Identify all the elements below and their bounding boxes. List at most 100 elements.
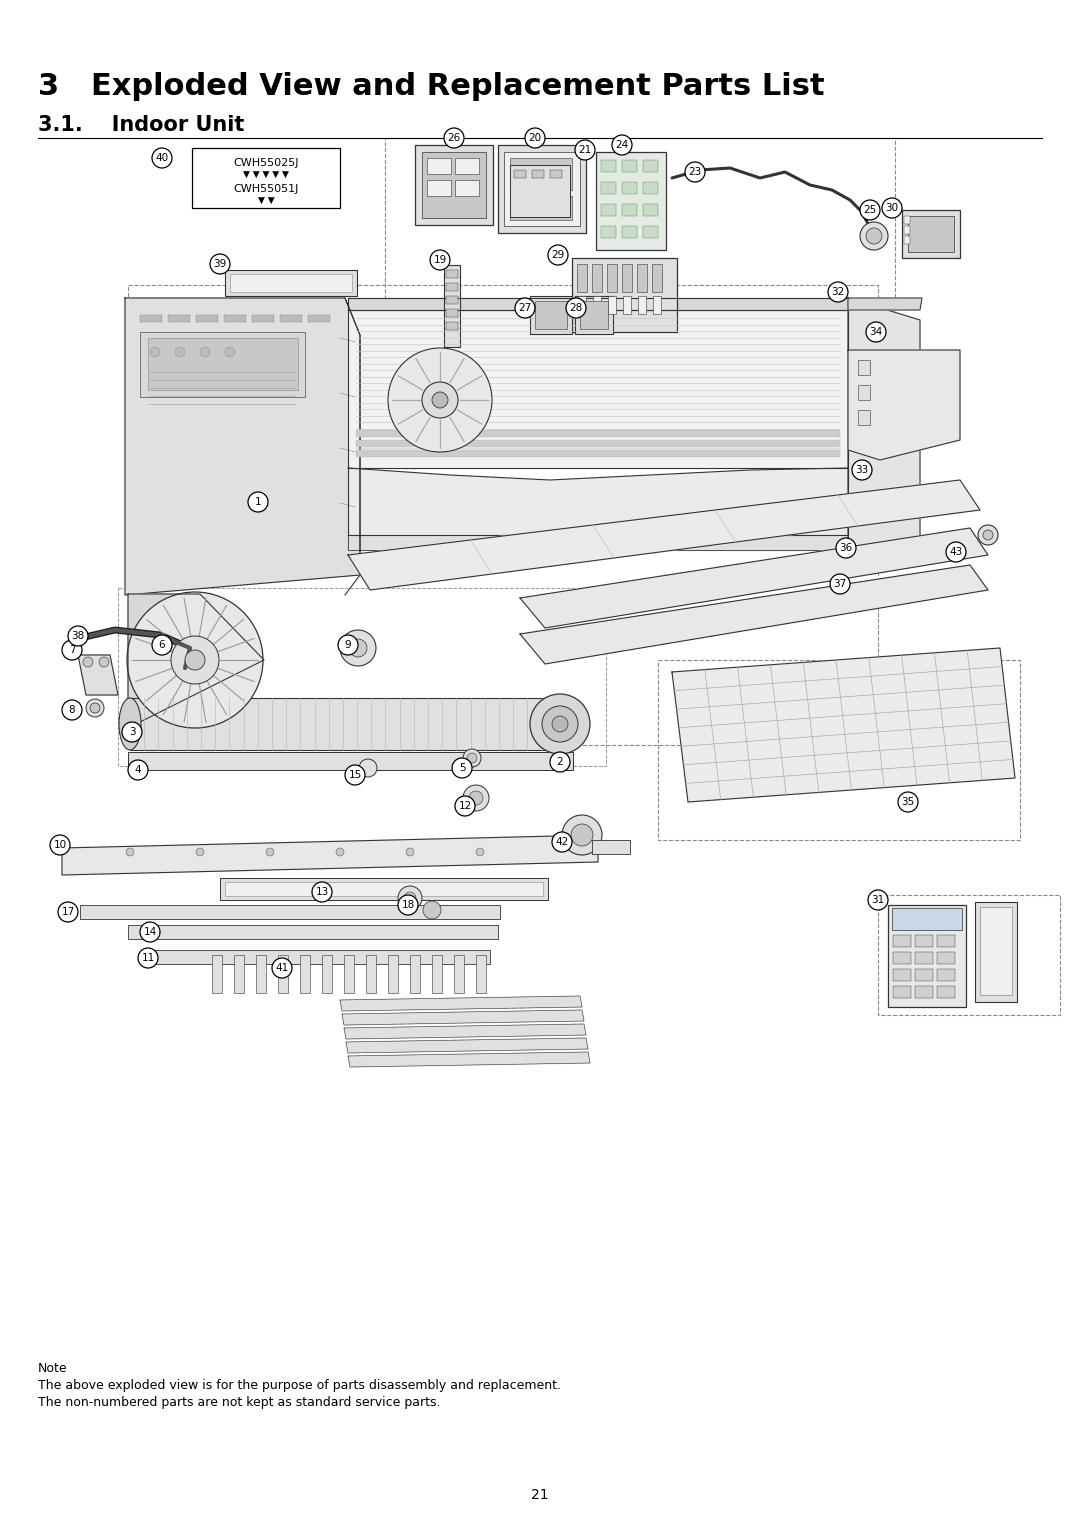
Bar: [422, 151, 486, 219]
Circle shape: [530, 694, 590, 753]
Bar: [366, 955, 376, 993]
Circle shape: [152, 636, 172, 656]
Bar: [622, 182, 637, 194]
Text: 33: 33: [855, 465, 868, 475]
Circle shape: [129, 759, 148, 779]
Bar: [622, 205, 637, 215]
Circle shape: [946, 542, 966, 562]
Bar: [643, 160, 658, 173]
Bar: [118, 588, 606, 766]
Bar: [252, 315, 274, 322]
Bar: [643, 205, 658, 215]
Bar: [592, 840, 630, 854]
Bar: [600, 226, 616, 238]
Text: 10: 10: [53, 840, 67, 850]
Text: 14: 14: [144, 927, 157, 937]
Polygon shape: [129, 594, 264, 727]
Circle shape: [978, 526, 998, 545]
Text: 8: 8: [69, 704, 76, 715]
Circle shape: [453, 758, 472, 778]
Circle shape: [312, 882, 332, 902]
Text: 3.1.    Indoor Unit: 3.1. Indoor Unit: [38, 115, 244, 134]
Polygon shape: [348, 310, 848, 468]
Circle shape: [138, 947, 158, 969]
Bar: [446, 296, 458, 304]
Text: 38: 38: [71, 631, 84, 642]
Bar: [893, 986, 912, 998]
Circle shape: [882, 199, 902, 219]
Bar: [80, 905, 500, 918]
Bar: [446, 309, 458, 316]
Circle shape: [83, 657, 93, 668]
Bar: [623, 296, 631, 313]
Text: 25: 25: [863, 205, 877, 215]
Bar: [230, 274, 352, 292]
Bar: [600, 205, 616, 215]
Bar: [937, 952, 955, 964]
Bar: [150, 950, 490, 964]
Bar: [427, 157, 451, 174]
Bar: [575, 296, 613, 335]
Bar: [643, 226, 658, 238]
Bar: [915, 986, 933, 998]
Circle shape: [860, 222, 888, 251]
Bar: [415, 145, 492, 225]
Circle shape: [388, 348, 492, 452]
Bar: [410, 955, 420, 993]
Circle shape: [455, 796, 475, 816]
Bar: [577, 264, 588, 292]
Circle shape: [983, 530, 993, 539]
Text: 26: 26: [447, 133, 461, 144]
Bar: [455, 157, 480, 174]
Bar: [878, 895, 1059, 1015]
Circle shape: [866, 322, 886, 342]
Circle shape: [831, 575, 850, 594]
Text: 3: 3: [129, 727, 135, 736]
Text: 39: 39: [214, 260, 227, 269]
Text: The above exploded view is for the purpose of parts disassembly and replacement.: The above exploded view is for the purpo…: [38, 1378, 561, 1392]
Polygon shape: [348, 480, 980, 590]
Text: 2: 2: [556, 756, 564, 767]
Bar: [322, 955, 332, 993]
Bar: [129, 752, 573, 770]
Text: ▼ ▼ ▼ ▼ ▼: ▼ ▼ ▼ ▼ ▼: [243, 170, 289, 179]
Text: 35: 35: [902, 798, 915, 807]
Circle shape: [58, 902, 78, 921]
Text: 9: 9: [345, 640, 351, 649]
Bar: [530, 296, 572, 335]
Bar: [637, 264, 647, 292]
Circle shape: [612, 134, 632, 154]
Text: CWH55051J: CWH55051J: [233, 183, 299, 194]
Bar: [476, 955, 486, 993]
Polygon shape: [78, 656, 118, 695]
Bar: [858, 410, 870, 425]
Bar: [356, 440, 840, 448]
Circle shape: [399, 886, 422, 911]
Bar: [658, 660, 1020, 840]
Text: 15: 15: [349, 770, 362, 779]
Circle shape: [575, 141, 595, 160]
Circle shape: [349, 639, 367, 657]
Circle shape: [62, 640, 82, 660]
Bar: [622, 264, 632, 292]
Text: 21: 21: [579, 145, 592, 154]
Bar: [622, 226, 637, 238]
Circle shape: [248, 492, 268, 512]
Text: 24: 24: [616, 141, 629, 150]
Bar: [446, 270, 458, 278]
Circle shape: [122, 723, 141, 743]
Polygon shape: [125, 298, 360, 594]
Bar: [904, 226, 910, 234]
Bar: [915, 935, 933, 947]
Text: 31: 31: [872, 895, 885, 905]
Text: 1: 1: [255, 497, 261, 507]
Bar: [234, 955, 244, 993]
Circle shape: [469, 792, 483, 805]
Ellipse shape: [559, 698, 581, 750]
Circle shape: [828, 283, 848, 303]
Bar: [356, 429, 840, 437]
Text: 23: 23: [688, 167, 702, 177]
Bar: [384, 138, 895, 368]
Text: Note: Note: [38, 1361, 68, 1375]
Bar: [893, 952, 912, 964]
